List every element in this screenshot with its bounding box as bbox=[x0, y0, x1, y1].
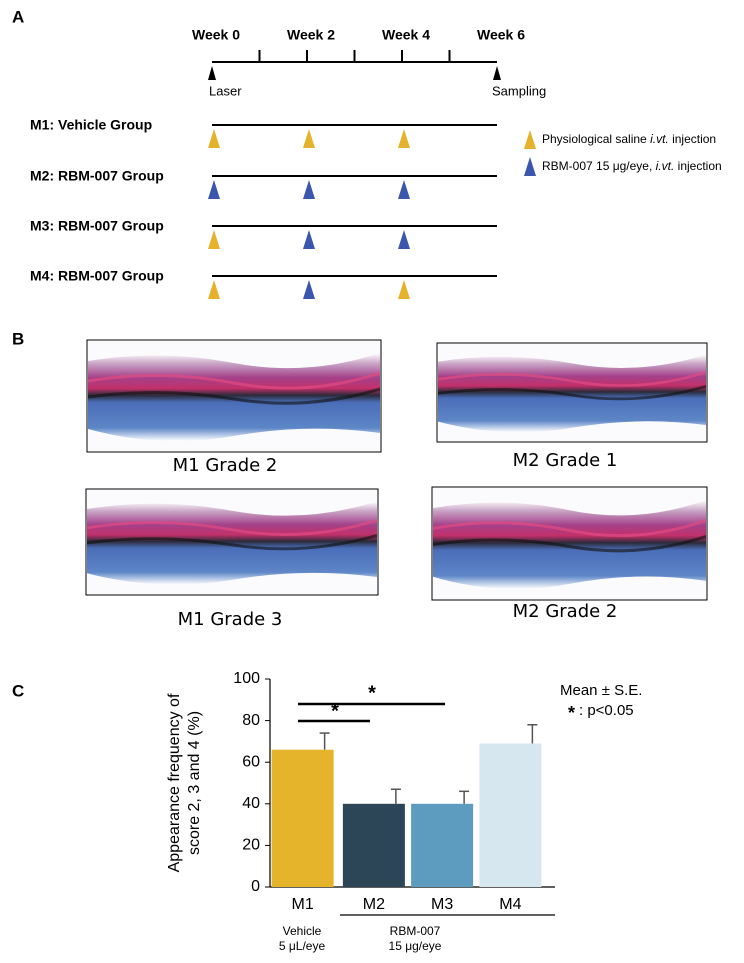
end-label: Sampling bbox=[492, 83, 546, 98]
y-axis-label: Appearance frequency of score 2, 3 and 4 … bbox=[166, 693, 203, 872]
injection-marker bbox=[208, 230, 220, 249]
y-axis-label-line: Appearance frequency of bbox=[166, 693, 183, 872]
y-tick-label: 80 bbox=[242, 712, 260, 729]
injection-marker bbox=[398, 230, 410, 249]
legend-text-part: i.vt. bbox=[650, 132, 669, 146]
stats-note: Mean ± S.E. bbox=[560, 682, 642, 699]
y-tick-label: 100 bbox=[233, 670, 260, 687]
y-tick-label: 40 bbox=[242, 795, 260, 812]
legend-text: Physiological saline i.vt. injection bbox=[542, 132, 716, 146]
week-label: Week 0 bbox=[192, 27, 240, 43]
significance-label: * bbox=[368, 682, 376, 704]
injection-marker bbox=[303, 280, 315, 299]
image-caption: M1 Grade 3 bbox=[178, 609, 283, 630]
group-label: M3: RBM-007 Group bbox=[30, 218, 164, 234]
injection-marker bbox=[208, 180, 220, 199]
image-frame bbox=[431, 486, 708, 601]
bar bbox=[271, 749, 334, 887]
start-label: Laser bbox=[209, 83, 242, 98]
injection-marker bbox=[524, 157, 536, 176]
histology-image bbox=[433, 488, 706, 599]
p-note: : p<0.05 bbox=[579, 702, 634, 719]
legend-text-part: i.vt. bbox=[656, 159, 675, 173]
x-tick-label: M2 bbox=[363, 896, 385, 913]
arrow bbox=[208, 66, 216, 80]
week-label: Week 6 bbox=[477, 27, 525, 43]
image-frame bbox=[85, 488, 379, 596]
x-tick-label: M3 bbox=[431, 896, 453, 913]
y-tick-label: 60 bbox=[242, 753, 260, 770]
group-label: RBM-007 bbox=[390, 924, 441, 938]
image-caption: M2 Grade 2 bbox=[513, 601, 618, 622]
injection-marker bbox=[303, 180, 315, 199]
group-label: Vehicle bbox=[283, 924, 322, 938]
x-tick-label: M1 bbox=[292, 896, 314, 913]
y-tick-label: 0 bbox=[251, 878, 260, 895]
x-tick-label: M4 bbox=[499, 896, 521, 913]
arrow bbox=[493, 66, 501, 80]
injection-marker bbox=[398, 129, 410, 148]
injection-marker bbox=[524, 130, 536, 149]
group-label: M4: RBM-007 Group bbox=[30, 268, 164, 284]
image-caption: M1 Grade 2 bbox=[173, 455, 278, 476]
significance-label: * bbox=[331, 700, 339, 722]
injection-marker bbox=[398, 180, 410, 199]
histology-image bbox=[438, 344, 706, 441]
legend-text: RBM-007 15 μg/eye, i.vt. injection bbox=[542, 159, 722, 173]
injection-marker bbox=[398, 280, 410, 299]
injection-marker bbox=[208, 129, 220, 148]
histology-images: M1 Grade 2 M2 Grade 1 M1 Grade 3 M2 Grad… bbox=[85, 339, 708, 630]
timeline: Laser Sampling bbox=[208, 61, 546, 98]
week-label: Week 2 bbox=[287, 27, 335, 43]
panel-label: A bbox=[12, 7, 24, 26]
panel-label: B bbox=[12, 329, 24, 348]
y-axis-label-line: score 2, 3 and 4 (%) bbox=[186, 711, 203, 855]
legend-text-part: injection bbox=[669, 132, 716, 146]
bar bbox=[342, 803, 405, 887]
bar bbox=[411, 803, 474, 887]
group-label: M1: Vehicle Group bbox=[30, 117, 152, 133]
week-label: Week 4 bbox=[382, 27, 430, 43]
image-caption: M2 Grade 1 bbox=[513, 450, 618, 471]
image-frame bbox=[86, 339, 382, 453]
group-label: M2: RBM-007 Group bbox=[30, 168, 164, 184]
injection-marker bbox=[303, 129, 315, 148]
image-frame bbox=[436, 342, 708, 443]
p-symbol: * bbox=[568, 703, 575, 723]
injection-marker bbox=[303, 230, 315, 249]
histology-image bbox=[87, 490, 377, 594]
legend-text-part: RBM-007 15 μg/eye, bbox=[542, 159, 656, 173]
y-tick-label: 20 bbox=[242, 837, 260, 854]
legend-text-part: Physiological saline bbox=[542, 132, 650, 146]
bar bbox=[479, 743, 542, 887]
legend-text-part: injection bbox=[674, 159, 721, 173]
histology-image bbox=[88, 341, 380, 451]
panel-label: C bbox=[12, 681, 24, 700]
group-label: 15 μg/eye bbox=[389, 939, 442, 953]
group-label: 5 μL/eye bbox=[279, 939, 326, 953]
injection-marker bbox=[208, 280, 220, 299]
